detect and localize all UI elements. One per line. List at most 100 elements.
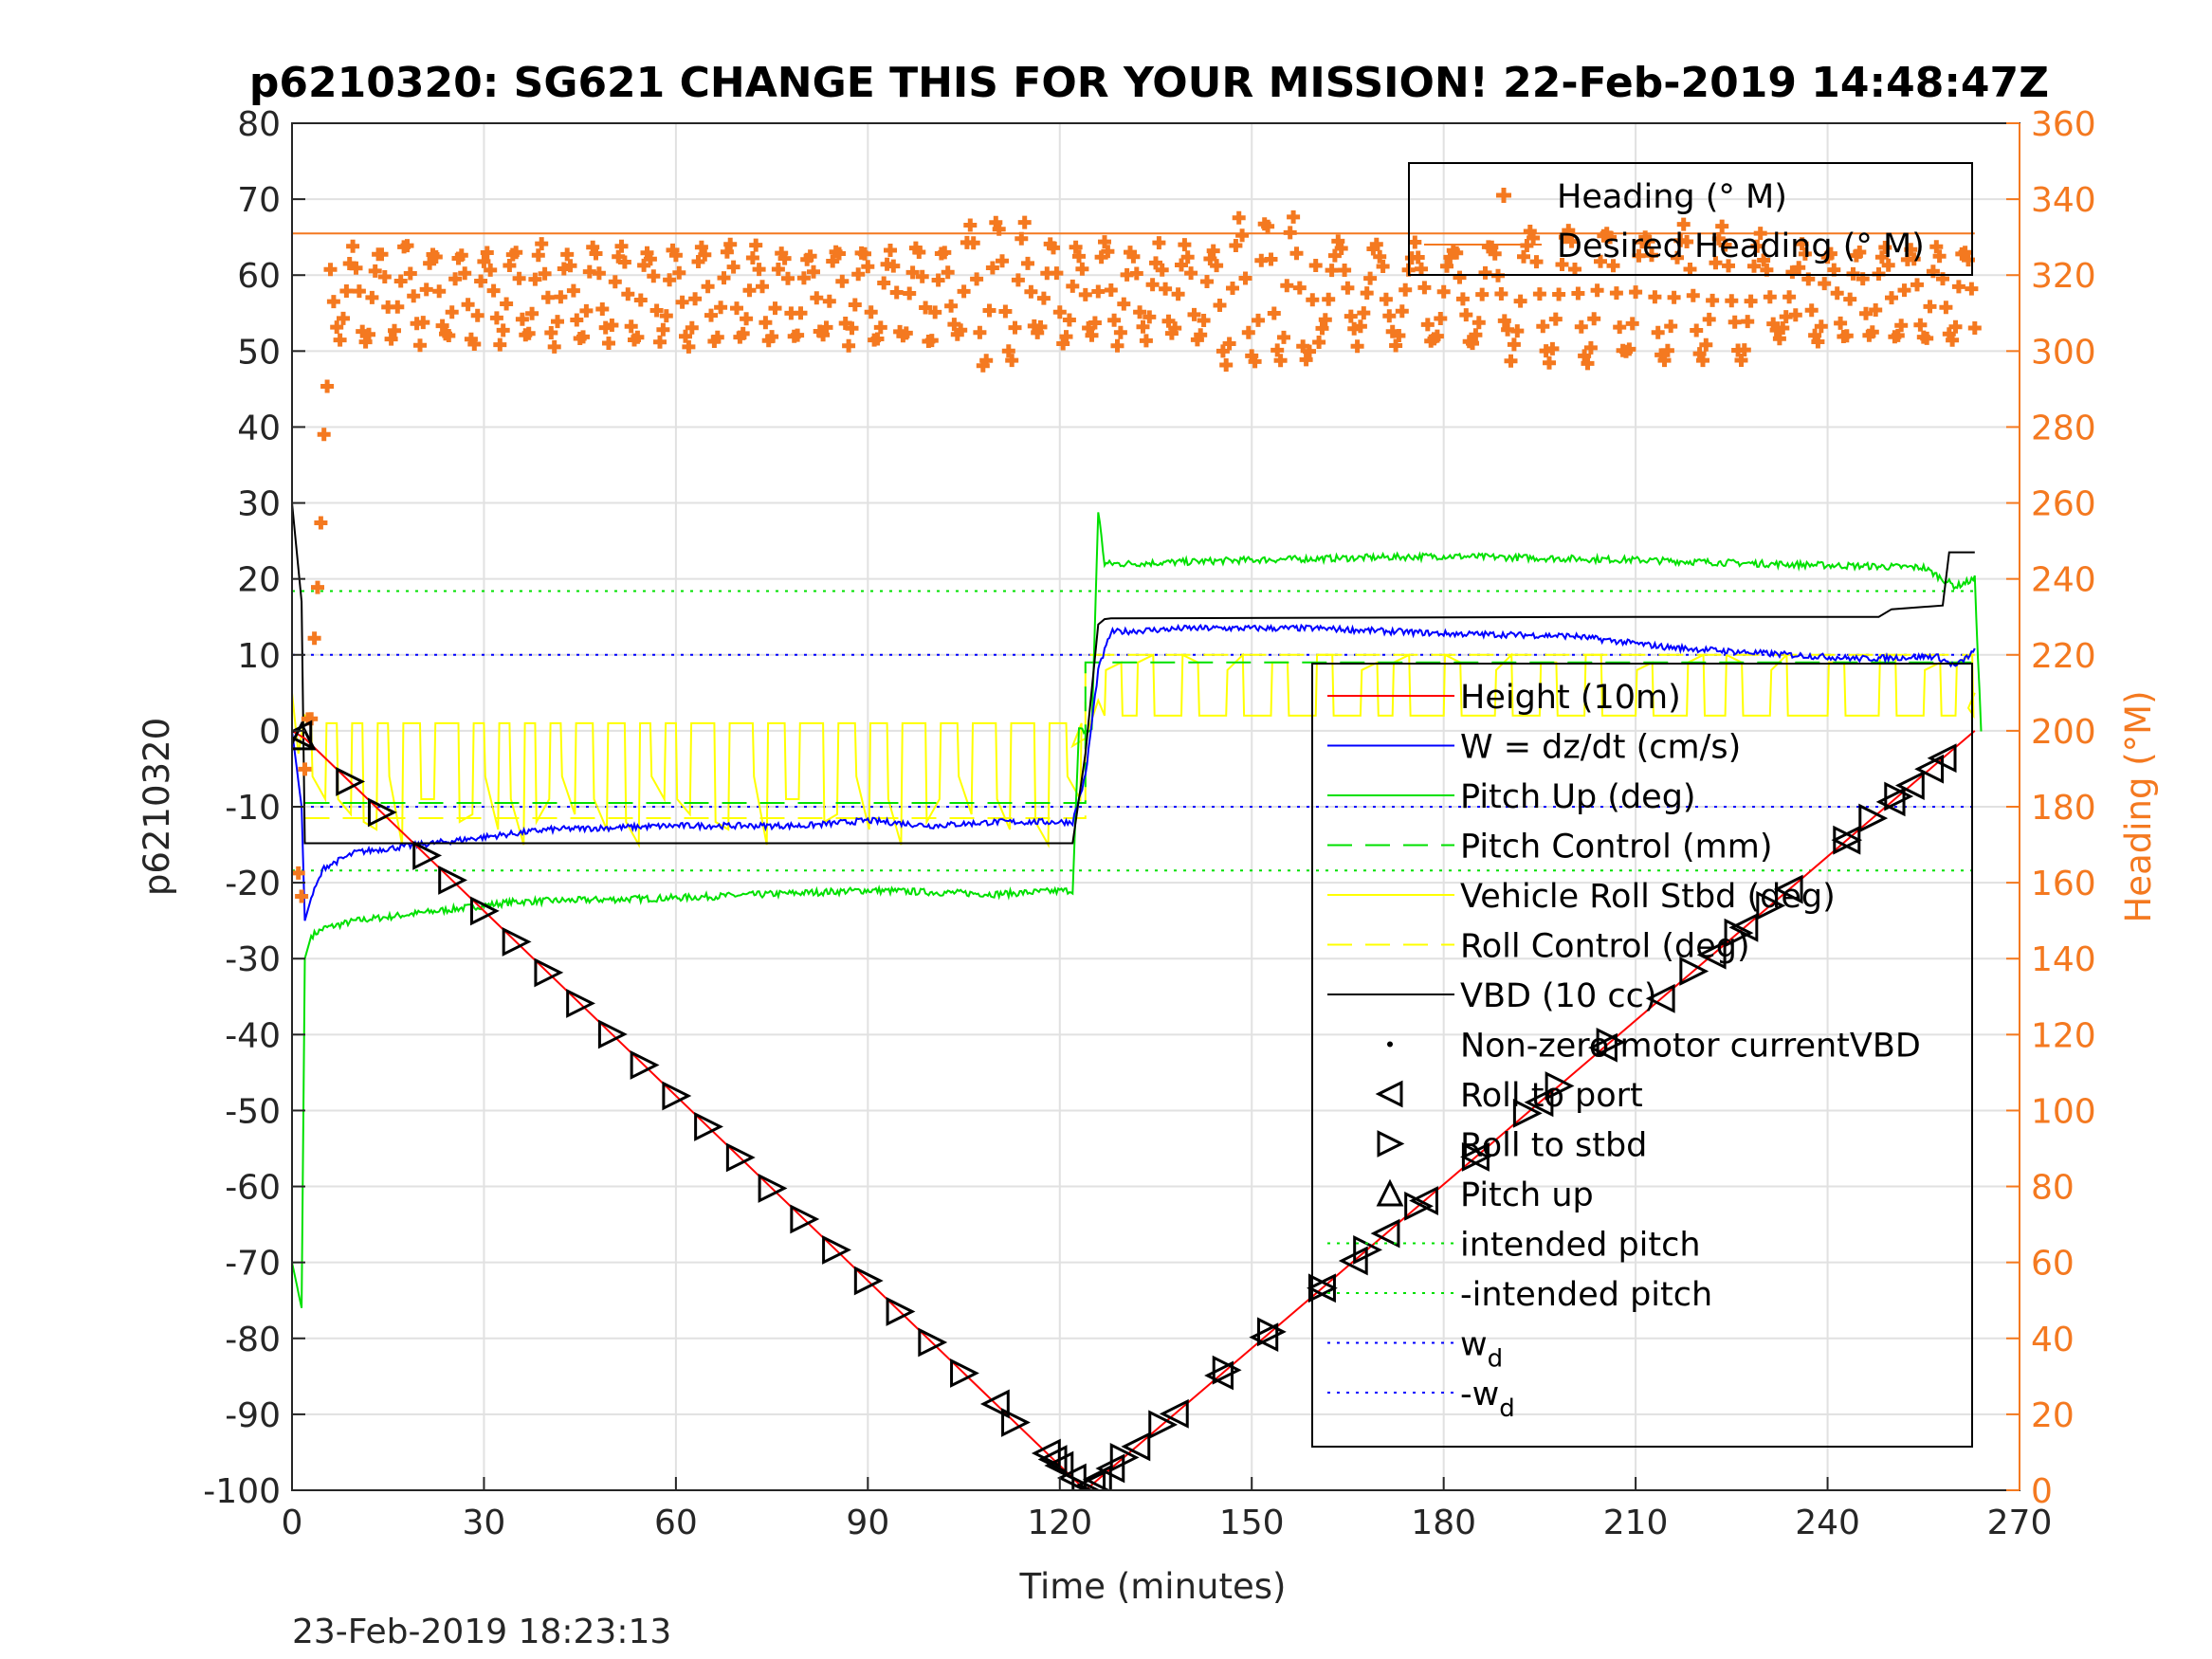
y2-tick-label: 120 — [2031, 1016, 2096, 1055]
legend-desired-heading-label: Desired Heading (° M) — [1557, 228, 1925, 265]
y2-axis: 3603403203002802602402202001801601401201… — [2006, 105, 2096, 1511]
legend-main-box — [1311, 663, 1973, 1448]
legend-label: -intended pitch — [1460, 1276, 1712, 1314]
roll-to-stbd-marker — [1256, 1317, 1287, 1347]
legend-subscript: d — [1488, 1345, 1504, 1374]
heading-markers — [292, 210, 1982, 903]
roll-to-stbd-marker — [412, 840, 443, 870]
roll-to-stbd-marker — [822, 1235, 851, 1265]
footer-timestamp: 23-Feb-2019 18:23:13 — [292, 1613, 671, 1651]
legend-triangle-icon — [1377, 1130, 1405, 1158]
y-tick-label: 60 — [237, 257, 281, 296]
roll-to-port-marker — [1204, 1360, 1234, 1391]
roll-to-stbd-marker — [336, 766, 366, 796]
legend-label: Roll Control (deg) — [1460, 928, 1750, 966]
x-tick-label: 90 — [846, 1504, 889, 1542]
series-vbd — [292, 502, 1975, 845]
y-tick-label: -40 — [225, 1016, 281, 1055]
roll-to-stbd-marker — [1545, 1071, 1575, 1101]
roll-to-stbd-marker — [630, 1050, 660, 1080]
series-pitch-up — [292, 512, 1983, 1308]
legend-label: VBD (10 cc) — [1460, 977, 1657, 1015]
roll-to-stbd-marker — [886, 1297, 916, 1326]
y2-tick-label: 160 — [2031, 865, 2096, 903]
y-tick-label: 70 — [237, 181, 281, 220]
x-tick-label: 60 — [654, 1504, 698, 1542]
roll-to-port-marker — [1249, 1322, 1279, 1353]
y-axis-label: p6210320 — [137, 718, 177, 896]
roll-to-port-marker — [1773, 874, 1803, 904]
y2-tick-label: 0 — [2031, 1472, 2053, 1511]
y2-tick-label: 40 — [2031, 1321, 2075, 1359]
roll-to-stbd-marker — [438, 865, 468, 895]
roll-to-port-marker — [1082, 1465, 1112, 1490]
roll-to-port-marker — [1031, 1438, 1061, 1468]
legend-dot-icon — [1387, 1041, 1393, 1048]
roll-to-stbd-marker — [790, 1204, 820, 1234]
y2-tick-label: 140 — [2031, 940, 2096, 979]
y-tick-label: -100 — [203, 1472, 281, 1511]
legend-label: Roll to stbd — [1460, 1127, 1647, 1165]
roll-to-stbd-marker — [950, 1358, 979, 1388]
legend-heading: Heading (° M) Desired Heading (° M) — [1408, 162, 1973, 276]
roll-to-stbd-marker — [1307, 1273, 1338, 1304]
legend-heading-box — [1408, 162, 1973, 276]
y2-tick-label: 200 — [2031, 713, 2096, 752]
x-tick-label: 150 — [1219, 1504, 1285, 1542]
series-roll-control — [304, 653, 1975, 819]
x-axis: 0 30 60 90 120 150 180 210 240 270 — [282, 1477, 2052, 1542]
roll-to-stbd-marker — [1833, 825, 1863, 855]
roll-to-port-marker — [1044, 1450, 1074, 1481]
roll-to-port-marker — [1914, 754, 1945, 784]
roll-to-port-marker — [1894, 771, 1925, 800]
legend-label: Pitch up — [1460, 1176, 1594, 1214]
roll-to-stbd-marker — [1148, 1410, 1179, 1440]
legend-label: intended pitch — [1460, 1227, 1701, 1265]
roll-to-stbd-marker — [1884, 781, 1914, 811]
x-tick-label: 120 — [1027, 1504, 1092, 1542]
series-layer — [292, 210, 1983, 1490]
y-tick-label: -30 — [225, 940, 281, 979]
roll-to-port-marker — [1037, 1445, 1068, 1474]
roll-to-stbd-marker — [469, 896, 500, 926]
roll-to-port-marker — [1409, 1186, 1438, 1215]
legend-label: Height (10m) — [1460, 679, 1681, 717]
y2-tick-label: 320 — [2031, 257, 2096, 296]
legend-heading-label: Heading (° M) — [1557, 178, 1787, 216]
y2-axis-label: Heading (°M) — [2118, 690, 2159, 922]
roll-to-stbd-marker — [566, 989, 596, 1018]
roll-to-stbd-marker — [1512, 1098, 1543, 1128]
y2-tick-label: 80 — [2031, 1169, 2075, 1208]
y-tick-label: -90 — [225, 1396, 281, 1435]
y2-tick-label: 260 — [2031, 485, 2096, 524]
y2-tick-label: 340 — [2031, 181, 2096, 220]
legend-label: Pitch Control (mm) — [1460, 829, 1772, 866]
y2-tick-label: 300 — [2031, 333, 2096, 372]
y-tick-label: -60 — [225, 1169, 281, 1208]
roll-to-port-marker — [1076, 1469, 1106, 1490]
x-tick-label: 0 — [282, 1504, 303, 1542]
chart-title: p6210320: SG621 CHANGE THIS FOR YOUR MIS… — [249, 59, 2049, 107]
y-tick-label: 10 — [237, 637, 281, 676]
pitch-up-marker — [292, 720, 317, 751]
y-tick-label: 20 — [237, 561, 281, 600]
roll-to-port-marker — [1728, 912, 1759, 942]
x-tick-label: 240 — [1795, 1504, 1860, 1542]
y-axis: 80 70 60 50 40 30 20 10 0 -10 -20 -30 -40 -50 -60 -70 -8… — [203, 105, 305, 1511]
legend-label: Pitch Up (deg) — [1460, 778, 1696, 816]
y-tick-label: 0 — [259, 713, 281, 752]
legend-heading-plus-icon — [1496, 188, 1511, 203]
roll-to-stbd-marker — [1596, 1027, 1626, 1057]
roll-to-stbd-marker — [694, 1112, 723, 1141]
y-tick-label: 80 — [237, 105, 281, 144]
y-tick-label: 50 — [237, 333, 281, 372]
y2-tick-label: 240 — [2031, 561, 2096, 600]
y-tick-label: 30 — [237, 485, 281, 524]
x-tick-label: 180 — [1411, 1504, 1476, 1542]
roll-to-port-marker — [1370, 1218, 1400, 1249]
legend-label: Non-zero motor currentVBD — [1460, 1028, 1921, 1066]
legend-subscript: d — [1499, 1395, 1515, 1423]
roll-to-stbd-marker — [1461, 1142, 1491, 1172]
roll-to-port-marker — [1121, 1431, 1151, 1462]
